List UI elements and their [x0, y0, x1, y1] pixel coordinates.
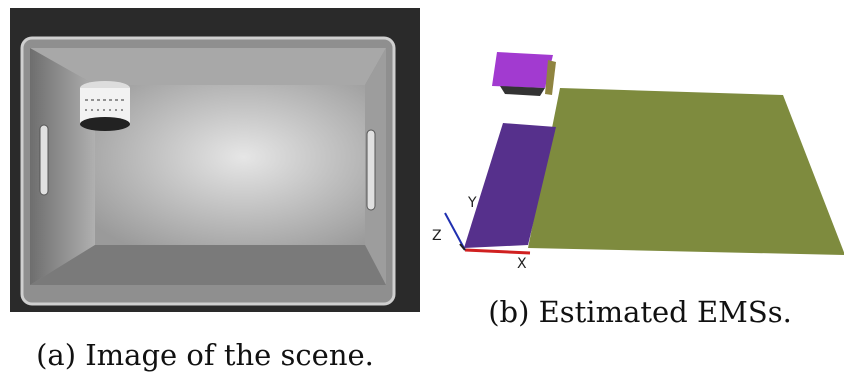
scene-image — [10, 8, 420, 312]
ems-render — [445, 52, 844, 255]
axis-label-z: Z — [432, 228, 442, 244]
caption: (a) Image of the scene. — [36, 338, 374, 372]
figure: (a) Image of the scene. Y Z X (b) Estima… — [0, 0, 844, 381]
axis-label-y: Y — [467, 195, 477, 211]
axis-label-x: X — [517, 256, 527, 272]
caption: (b) Estimated EMSs. — [488, 295, 792, 329]
